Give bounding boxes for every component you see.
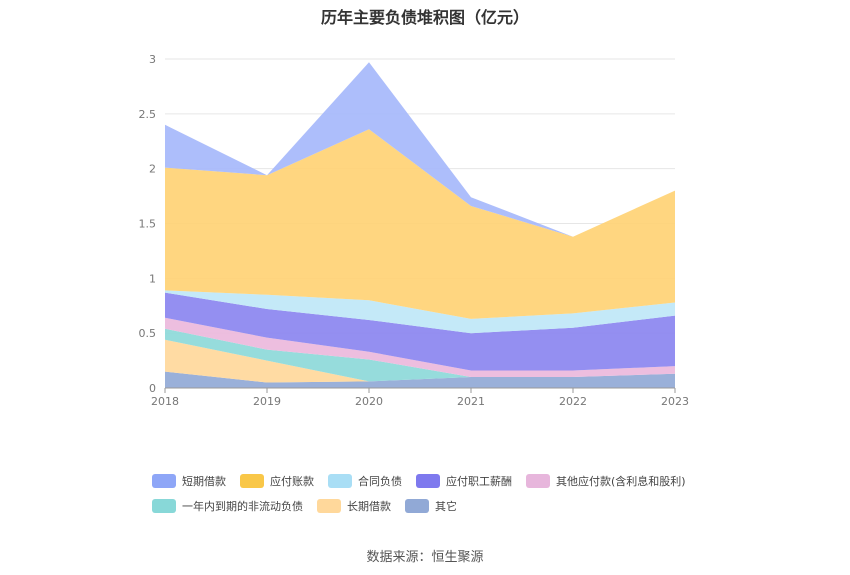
- legend-item[interactable]: 其它: [405, 498, 457, 514]
- area-series-长期借款: [165, 339, 675, 383]
- x-tick-label: 2023: [661, 395, 689, 408]
- area-series-应付账款: [165, 129, 675, 319]
- legend-item[interactable]: 应付职工薪酬: [416, 473, 512, 489]
- y-tick-label: 2.5: [139, 108, 157, 121]
- legend-item[interactable]: 短期借款: [152, 473, 226, 489]
- x-tick-label: 2021: [457, 395, 485, 408]
- legend-label: 短期借款: [182, 475, 226, 488]
- y-tick-label: 0: [149, 382, 156, 395]
- legend-swatch: [240, 474, 264, 488]
- y-tick-label: 1.5: [139, 218, 157, 231]
- legend-swatch: [328, 474, 352, 488]
- y-tick-label: 2: [149, 163, 156, 176]
- x-tick-label: 2020: [355, 395, 383, 408]
- legend-label: 合同负债: [358, 475, 402, 488]
- legend-item[interactable]: 合同负债: [328, 473, 402, 489]
- chart-title: 历年主要负债堆积图（亿元）: [320, 8, 529, 27]
- legend-label: 应付账款: [270, 475, 314, 488]
- legend-swatch: [405, 499, 429, 513]
- legend-item[interactable]: 长期借款: [317, 498, 391, 514]
- legend-row: 一年内到期的非流动负债 长期借款 其它: [152, 497, 772, 515]
- legend-item[interactable]: 应付账款: [240, 473, 314, 489]
- x-tick-label: 2018: [151, 395, 179, 408]
- legend-row: 短期借款 应付账款 合同负债 应付职工薪酬 其他应付款(含利息和股利): [152, 472, 772, 490]
- axes: 0 0.5 1 1.5 2 2.5 3 2018 2019 2020 2021 2022 2023: [139, 53, 690, 408]
- x-tick-label: 2022: [559, 395, 587, 408]
- legend-label: 应付职工薪酬: [446, 475, 512, 488]
- legend-item[interactable]: 一年内到期的非流动负债: [152, 498, 303, 514]
- area-series-其他应付款(含利息和股利): [165, 317, 675, 377]
- legend-label: 长期借款: [347, 500, 391, 513]
- legend-swatch: [152, 474, 176, 488]
- area-series-一年内到期的非流动负债: [165, 328, 675, 382]
- legend-label: 一年内到期的非流动负债: [182, 500, 303, 513]
- y-tick-label: 0.5: [139, 327, 157, 340]
- legend-swatch: [317, 499, 341, 513]
- x-tick-label: 2019: [253, 395, 281, 408]
- legend-item[interactable]: 其他应付款(含利息和股利): [526, 473, 686, 489]
- legend-swatch: [416, 474, 440, 488]
- legend-label: 其他应付款(含利息和股利): [556, 475, 686, 488]
- area-series-合同负债: [165, 290, 675, 334]
- area-series: [165, 62, 675, 388]
- legend-swatch: [526, 474, 550, 488]
- area-series-其它: [165, 371, 675, 388]
- legend-swatch: [152, 499, 176, 513]
- y-tick-label: 1: [149, 272, 156, 285]
- source-note: 数据来源：恒生聚源: [366, 550, 484, 565]
- area-series-短期借款: [165, 62, 675, 237]
- legend: 短期借款 应付账款 合同负债 应付职工薪酬 其他应付款(含利息和股利) 一年内到期的非流动…: [152, 472, 772, 522]
- legend-label: 其它: [435, 500, 457, 513]
- area-series-应付职工薪酬: [165, 292, 675, 371]
- y-tick-label: 3: [149, 53, 156, 66]
